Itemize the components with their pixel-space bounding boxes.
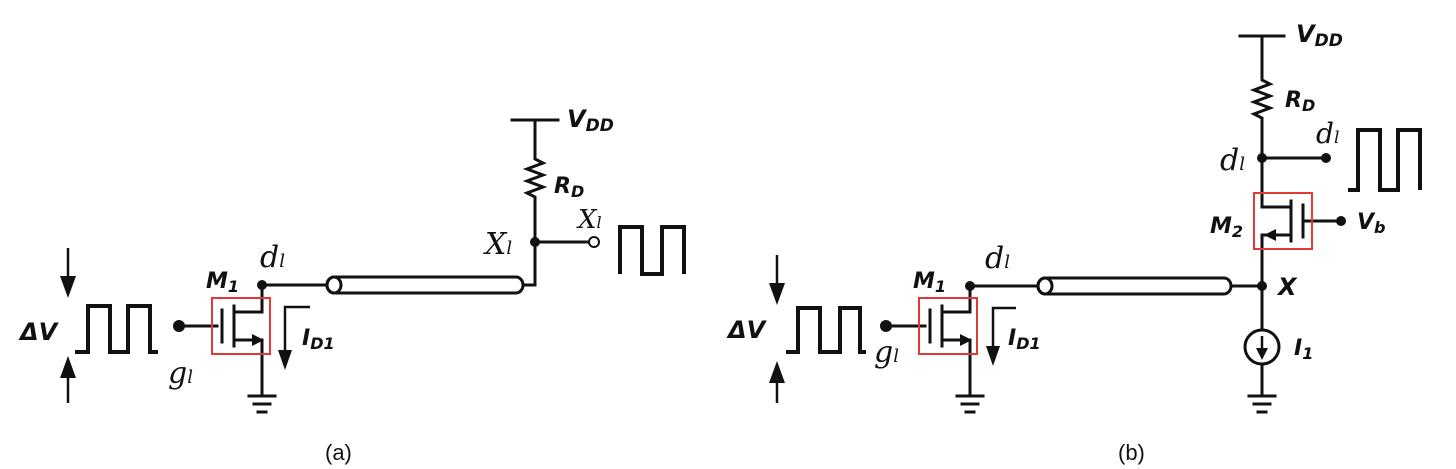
id1-label-a: ID1 xyxy=(302,326,335,353)
d1-label-right-b: dl xyxy=(1316,117,1339,150)
delta-v-arrows xyxy=(60,248,76,403)
rd-label-b: RD xyxy=(1285,88,1315,115)
output-terminal-b xyxy=(1321,153,1331,163)
output-terminal-a xyxy=(588,236,600,248)
id1-label-b: ID1 xyxy=(1008,326,1041,353)
transistor-m2 xyxy=(1260,156,1343,288)
transistor-m1-b xyxy=(928,284,972,397)
vdd-label-b: VDD xyxy=(1296,20,1343,51)
caption-a: (a) xyxy=(325,440,352,465)
delta-v-arrows-b xyxy=(769,255,785,403)
delta-v-label-a: ΔV xyxy=(18,318,60,346)
resistor-rd-a xyxy=(522,118,548,244)
resistor-rd-b xyxy=(1249,34,1275,160)
vb-node xyxy=(1336,216,1346,226)
input-pulse-a xyxy=(75,304,158,354)
g1-label-b: gl xyxy=(874,335,899,370)
vb-label: Vb xyxy=(1357,210,1385,237)
ground-b2 xyxy=(1247,394,1277,414)
delta-v-label-b: ΔV xyxy=(726,316,768,344)
current-source-i1 xyxy=(1243,284,1281,397)
m2-label: M2 xyxy=(1210,214,1243,241)
transistor-m1-a xyxy=(220,283,264,397)
transmission-line-b xyxy=(1036,276,1233,296)
panel-b: ΔV gl M1 ID1 xyxy=(726,20,1422,465)
m1-label-b: M1 xyxy=(913,269,946,296)
i1-label: I1 xyxy=(1294,336,1313,363)
x-label-b: X xyxy=(1276,273,1298,301)
output-pulse-a xyxy=(618,225,686,276)
id1-arrow-b xyxy=(986,306,1016,366)
d1-label-left-b: dl xyxy=(1220,143,1245,178)
output-pulse-b xyxy=(1348,128,1422,192)
ground-b1 xyxy=(955,394,985,414)
m1-label-a: M1 xyxy=(206,269,239,296)
d1-label-a: dl xyxy=(260,240,285,275)
m1-highlight-box-b xyxy=(918,297,978,355)
x1-label-a: Xl xyxy=(483,227,512,262)
id1-arrow-a xyxy=(278,305,310,370)
caption-b: (b) xyxy=(1118,440,1145,465)
g1-label-a: gl xyxy=(168,356,193,391)
m1-highlight-box-a xyxy=(211,297,271,355)
transmission-line-a xyxy=(325,275,525,295)
panel-a: ΔV gl M1 xyxy=(18,105,686,465)
x1-output-label-a: Xl xyxy=(576,205,602,235)
input-pulse-b xyxy=(786,306,866,354)
rd-label-a: RD xyxy=(554,174,584,201)
vdd-label-a: VDD xyxy=(567,105,614,136)
m2-highlight-box xyxy=(1253,192,1313,250)
d1-label-b: dl xyxy=(985,241,1010,276)
ground-a xyxy=(247,394,277,414)
